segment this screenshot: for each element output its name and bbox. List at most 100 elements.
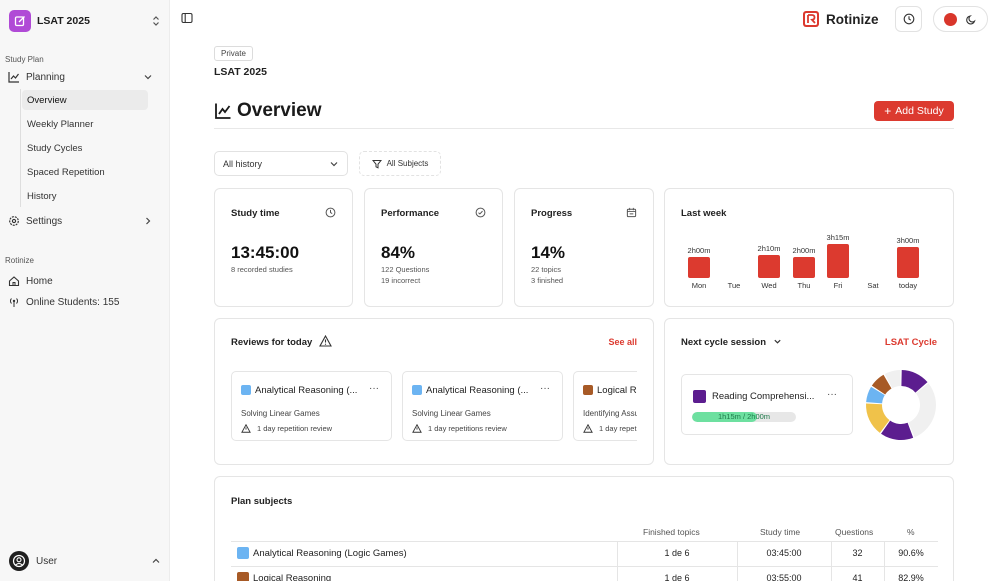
session-progress-label: 1h15m / 2h00m [717,412,771,421]
row-divider [231,566,938,567]
reviews-card: Reviews for today See all Analytical Rea… [214,318,654,465]
rotinize-logo-icon [803,11,819,27]
theme-toggle[interactable] [933,6,988,32]
sidebar-item-online-students[interactable]: Online Students: 155 [5,292,161,312]
sidebar-item-settings[interactable]: Settings [5,211,161,231]
warning-icon [241,424,251,433]
page-title-text: Overview [237,100,322,121]
bar-value-label: 2h00m [687,246,711,255]
submenu-rail [20,89,21,207]
add-study-button[interactable]: + Add Study [874,101,954,121]
finished-topics: 1 de 6 [664,573,690,581]
progress-value: 14% [531,243,566,262]
more-options-icon[interactable]: ··· [540,383,550,394]
more-options-icon[interactable]: ··· [369,383,379,394]
subjects-filter-label: All Subjects [386,159,429,168]
theme-color-dot[interactable] [944,12,958,26]
section-label-rotinize: Rotinize [5,256,34,265]
col-header-time: Study time [760,527,801,537]
card-title: Reviews for today [231,337,313,348]
sidebar-item-study-cycles[interactable]: Study Cycles [27,142,83,154]
day-bar[interactable] [827,244,849,278]
day-label: Mon [691,281,707,290]
sidebar-toggle-icon[interactable] [181,12,193,24]
avatar [9,551,29,571]
review-item[interactable]: Analytical Reasoning (... ··· Solving Li… [402,371,563,441]
day-bar[interactable] [793,257,815,278]
sidebar-item-overview[interactable]: Overview [22,90,148,110]
add-study-label: Add Study [895,105,944,117]
card-title-text: Next cycle session [681,337,767,348]
clock-icon [903,13,914,25]
subject-color-swatch [412,385,422,395]
sidebar-item-home[interactable]: Home [5,271,161,291]
donut-segment[interactable] [881,420,914,440]
day-bar[interactable] [897,247,919,278]
workspace-switcher[interactable]: LSAT 2025 [9,9,161,33]
reviews-list[interactable]: Analytical Reasoning (... ··· Solving Li… [231,371,637,441]
cycle-link[interactable]: LSAT Cycle [884,337,937,348]
history-select[interactable]: All history [214,151,348,176]
card-title: Performance [381,208,440,219]
clock-icon [325,207,336,218]
sidebar: LSAT 2025 Study Plan Planning Overview W… [0,0,170,581]
chevron-right-icon [146,217,151,225]
finished-topics: 1 de 6 [664,548,690,558]
session-progress-bar: 1h15m / 2h00m [692,412,796,422]
subject-color-swatch [693,390,706,403]
donut-segment[interactable] [866,386,885,404]
review-topic: Solving Linear Games [241,409,320,418]
sidebar-item-label: Settings [26,215,63,227]
card-title: Plan subjects [231,496,293,507]
review-item[interactable]: Logical Reasoning ··· Identifying Assump… [573,371,637,441]
col-divider [617,541,618,581]
col-divider [831,541,832,581]
sidebar-item-weekly-planner[interactable]: Weekly Planner [27,118,94,130]
bar-value-label: 2h10m [757,244,781,253]
donut-segment[interactable] [908,383,936,438]
warning-icon [412,424,422,433]
col-header-questions: Questions [835,527,874,537]
bar-value-label: 3h00m [896,236,920,245]
donut-segment[interactable] [884,370,901,389]
donut-segment[interactable] [871,374,892,395]
review-subject: Analytical Reasoning (... [255,385,358,396]
next-cycle-card: Next cycle session LSAT Cycle Reading Co… [664,318,954,465]
percent: 82.9% [898,573,924,581]
donut-segment[interactable] [866,403,890,433]
chevron-down-icon [774,339,781,344]
moon-icon[interactable] [965,14,977,25]
subject-color-swatch [237,572,249,581]
chart-icon [215,103,231,119]
next-cycle-title[interactable]: Next cycle session [681,337,782,348]
finished-count: 3 finished [531,276,564,285]
more-options-icon[interactable]: ··· [827,389,837,400]
percent: 90.6% [898,548,924,558]
user-menu[interactable]: User [9,550,161,572]
donut-segment[interactable] [901,370,928,393]
history-button[interactable] [895,6,922,32]
sidebar-item-history[interactable]: History [27,190,57,202]
review-subject: Analytical Reasoning (... [426,385,529,396]
cycle-session-item[interactable]: Reading Comprehensi... ··· 1h15m / 2h00m [681,374,853,435]
chevron-up-icon [152,558,160,563]
sidebar-item-spaced-repetition[interactable]: Spaced Repetition [27,166,105,178]
sidebar-item-label: Home [26,275,53,287]
repetition-label: 1 day repetition review [599,424,637,433]
plan-subjects-card: Plan subjects Finished topics Study time… [214,476,954,581]
warning-icon [319,335,332,347]
day-bar[interactable] [758,255,780,278]
user-name: User [36,555,58,567]
sidebar-item-planning[interactable]: Planning [5,67,161,87]
day-bar[interactable] [688,257,710,278]
card-title: Last week [681,208,727,219]
privacy-badge: Private [214,46,253,61]
review-topic: Solving Linear Games [412,409,491,418]
review-item[interactable]: Analytical Reasoning (... ··· Solving Li… [231,371,392,441]
filter-icon [371,159,382,169]
see-all-link[interactable]: See all [608,337,637,347]
subjects-filter-button[interactable]: All Subjects [359,151,441,176]
brand-name: Rotinize [826,11,879,27]
col-divider [737,541,738,581]
workspace-name: LSAT 2025 [37,15,90,27]
